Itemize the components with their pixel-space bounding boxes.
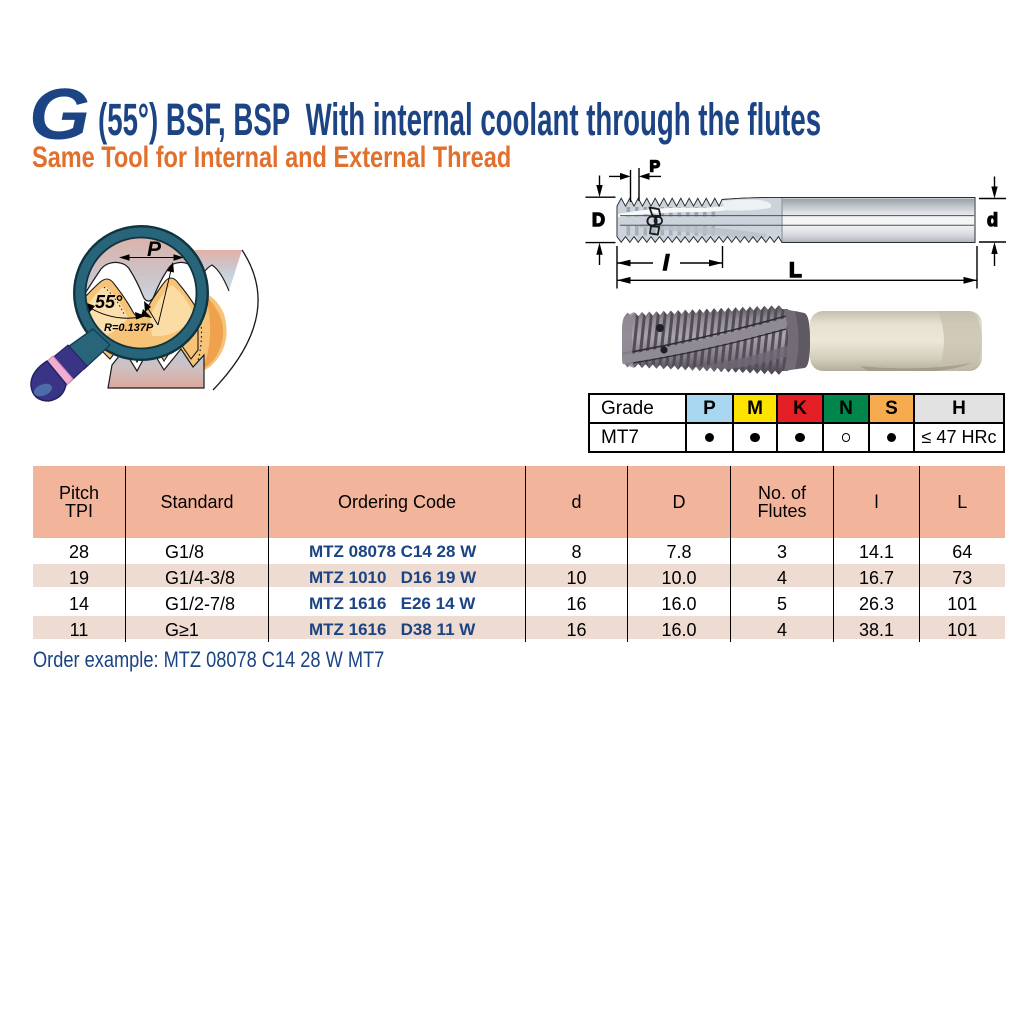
svg-text:d: d [987,210,998,230]
svg-text:55°: 55° [95,292,123,312]
svg-text:R=0.137P: R=0.137P [104,322,154,334]
svg-text:l: l [663,252,670,275]
svg-text:D: D [592,210,605,230]
svg-text:P: P [650,158,661,175]
svg-text:P: P [147,238,162,261]
svg-text:L: L [789,259,802,282]
